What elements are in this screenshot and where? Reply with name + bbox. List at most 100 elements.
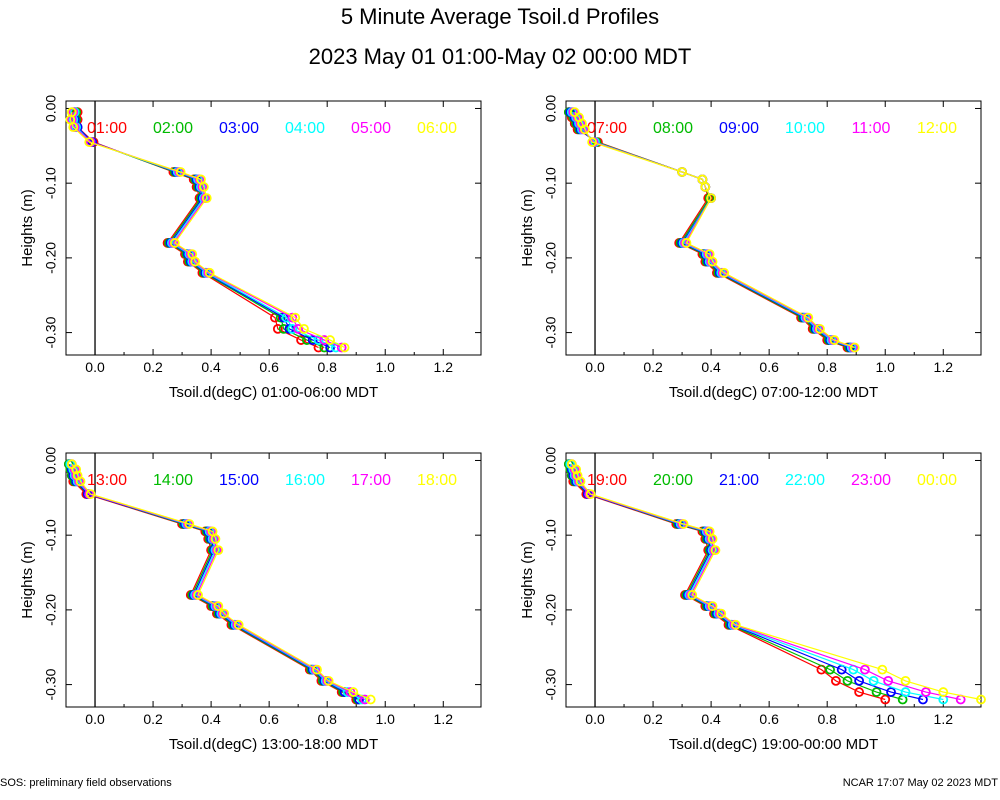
legend-entry: 03:00 (219, 120, 259, 137)
data-point (585, 489, 596, 499)
x-tick-label: 0.2 (143, 359, 163, 375)
data-point (354, 694, 365, 705)
data-point (706, 193, 717, 204)
data-point (575, 476, 586, 487)
data-point (339, 342, 350, 353)
y-tick-label: -0.30 (543, 316, 559, 348)
x-tick-label: 0.6 (759, 711, 779, 727)
y-tick-label: 0.00 (43, 447, 59, 474)
series-line (572, 111, 854, 349)
y-tick-label: -0.30 (543, 668, 559, 700)
x-tick-label: 1.2 (934, 711, 954, 727)
data-point (233, 619, 244, 630)
plot-frame (565, 100, 982, 356)
legend-entry: 18:00 (417, 472, 457, 489)
x-tick-label: 0.6 (259, 711, 279, 727)
data-point (681, 238, 692, 248)
data-point (360, 694, 370, 705)
series-line (68, 464, 357, 701)
data-point (883, 675, 894, 686)
chart-panel-4: 0.0 0.2 0.4 0.6 0.8 1.0 1.2 0.00 -0.10 -0.20 -0.30… (519, 447, 986, 753)
data-point (184, 519, 195, 529)
legend-entry: 23:00 (851, 472, 891, 489)
series-line (71, 463, 371, 701)
y-axis-label: Heights (m) (19, 541, 36, 619)
y-tick-label: -0.20 (543, 594, 559, 626)
legend-entry: 16:00 (285, 472, 325, 489)
legend-entry: 11:00 (852, 120, 891, 137)
data-point (860, 664, 870, 675)
data-point (313, 335, 324, 345)
series-line (72, 112, 337, 349)
plot-frame (65, 100, 482, 356)
data-point (204, 267, 215, 278)
y-axis-label: Heights (m) (519, 541, 536, 619)
x-axis-label: Tsoil.d(degC) 07:00-12:00 MDT (669, 384, 878, 401)
data-point (938, 687, 949, 697)
data-point (336, 342, 347, 353)
data-point (84, 137, 95, 147)
data-point (293, 323, 304, 334)
data-point (900, 675, 911, 686)
data-point (900, 687, 911, 697)
series-line (574, 111, 856, 349)
series-line (71, 112, 342, 349)
data-point (677, 167, 687, 177)
footer-note: SOS: preliminary field observations (0, 777, 172, 789)
data-point (579, 124, 590, 135)
chart-panel-3: 0.0 0.2 0.4 0.6 0.8 1.0 1.2 0.00 -0.10 -0.20 -0.30… (19, 447, 482, 753)
x-tick-label: 1.0 (875, 359, 895, 375)
data-point (678, 519, 689, 529)
data-point (871, 687, 882, 697)
x-tick-label: 0.2 (643, 711, 663, 727)
data-point (175, 167, 186, 177)
series-line (69, 463, 363, 701)
data-point (71, 464, 82, 475)
data-point (190, 256, 201, 267)
legend-entry: 10:00 (785, 120, 825, 137)
page-title: 5 Minute Average Tsoil.d Profiles (340, 4, 660, 29)
y-tick-label: -0.20 (43, 594, 59, 626)
x-tick-label: 0.6 (259, 359, 279, 375)
data-point (85, 489, 96, 499)
legend-entry: 19:00 (587, 472, 627, 489)
data-point (323, 675, 334, 686)
legend-entry: 05:00 (351, 120, 391, 137)
y-tick-label: -0.10 (43, 519, 59, 551)
series-line (74, 112, 331, 349)
data-point (976, 694, 986, 705)
data-point (730, 619, 741, 630)
data-point (842, 675, 853, 686)
legend-entry: 14:00 (153, 472, 193, 489)
data-point (829, 335, 840, 345)
x-axis-label: Tsoil.d(degC) 19:00-00:00 MDT (669, 736, 878, 753)
y-tick-label: -0.20 (543, 242, 559, 274)
data-point (213, 545, 224, 556)
x-axis-label: Tsoil.d(degC) 13:00-18:00 MDT (169, 736, 378, 753)
y-axis-label: Heights (m) (19, 189, 36, 267)
x-tick-label: 1.0 (875, 711, 895, 727)
x-tick-label: 0.0 (585, 711, 605, 727)
data-point (868, 675, 879, 686)
data-point (587, 137, 598, 147)
series-line (69, 112, 345, 349)
legend-entry: 15:00 (219, 472, 259, 489)
legend-entry: 21:00 (719, 472, 759, 489)
data-point (169, 238, 180, 248)
data-point (707, 601, 718, 612)
series-line (69, 464, 360, 701)
series-line (71, 463, 366, 701)
data-point (854, 675, 865, 686)
data-point (219, 608, 230, 619)
data-point (707, 534, 718, 544)
x-tick-label: 0.8 (317, 711, 337, 727)
x-tick-label: 0.8 (817, 359, 837, 375)
x-tick-label: 0.0 (85, 711, 105, 727)
legend-entry: 04:00 (285, 120, 325, 137)
data-point (213, 601, 224, 612)
data-point (707, 256, 718, 267)
x-tick-label: 0.4 (201, 359, 221, 375)
data-point (348, 687, 359, 697)
legend-entry: 00:00 (917, 472, 957, 489)
y-tick-label: 0.00 (543, 447, 559, 474)
